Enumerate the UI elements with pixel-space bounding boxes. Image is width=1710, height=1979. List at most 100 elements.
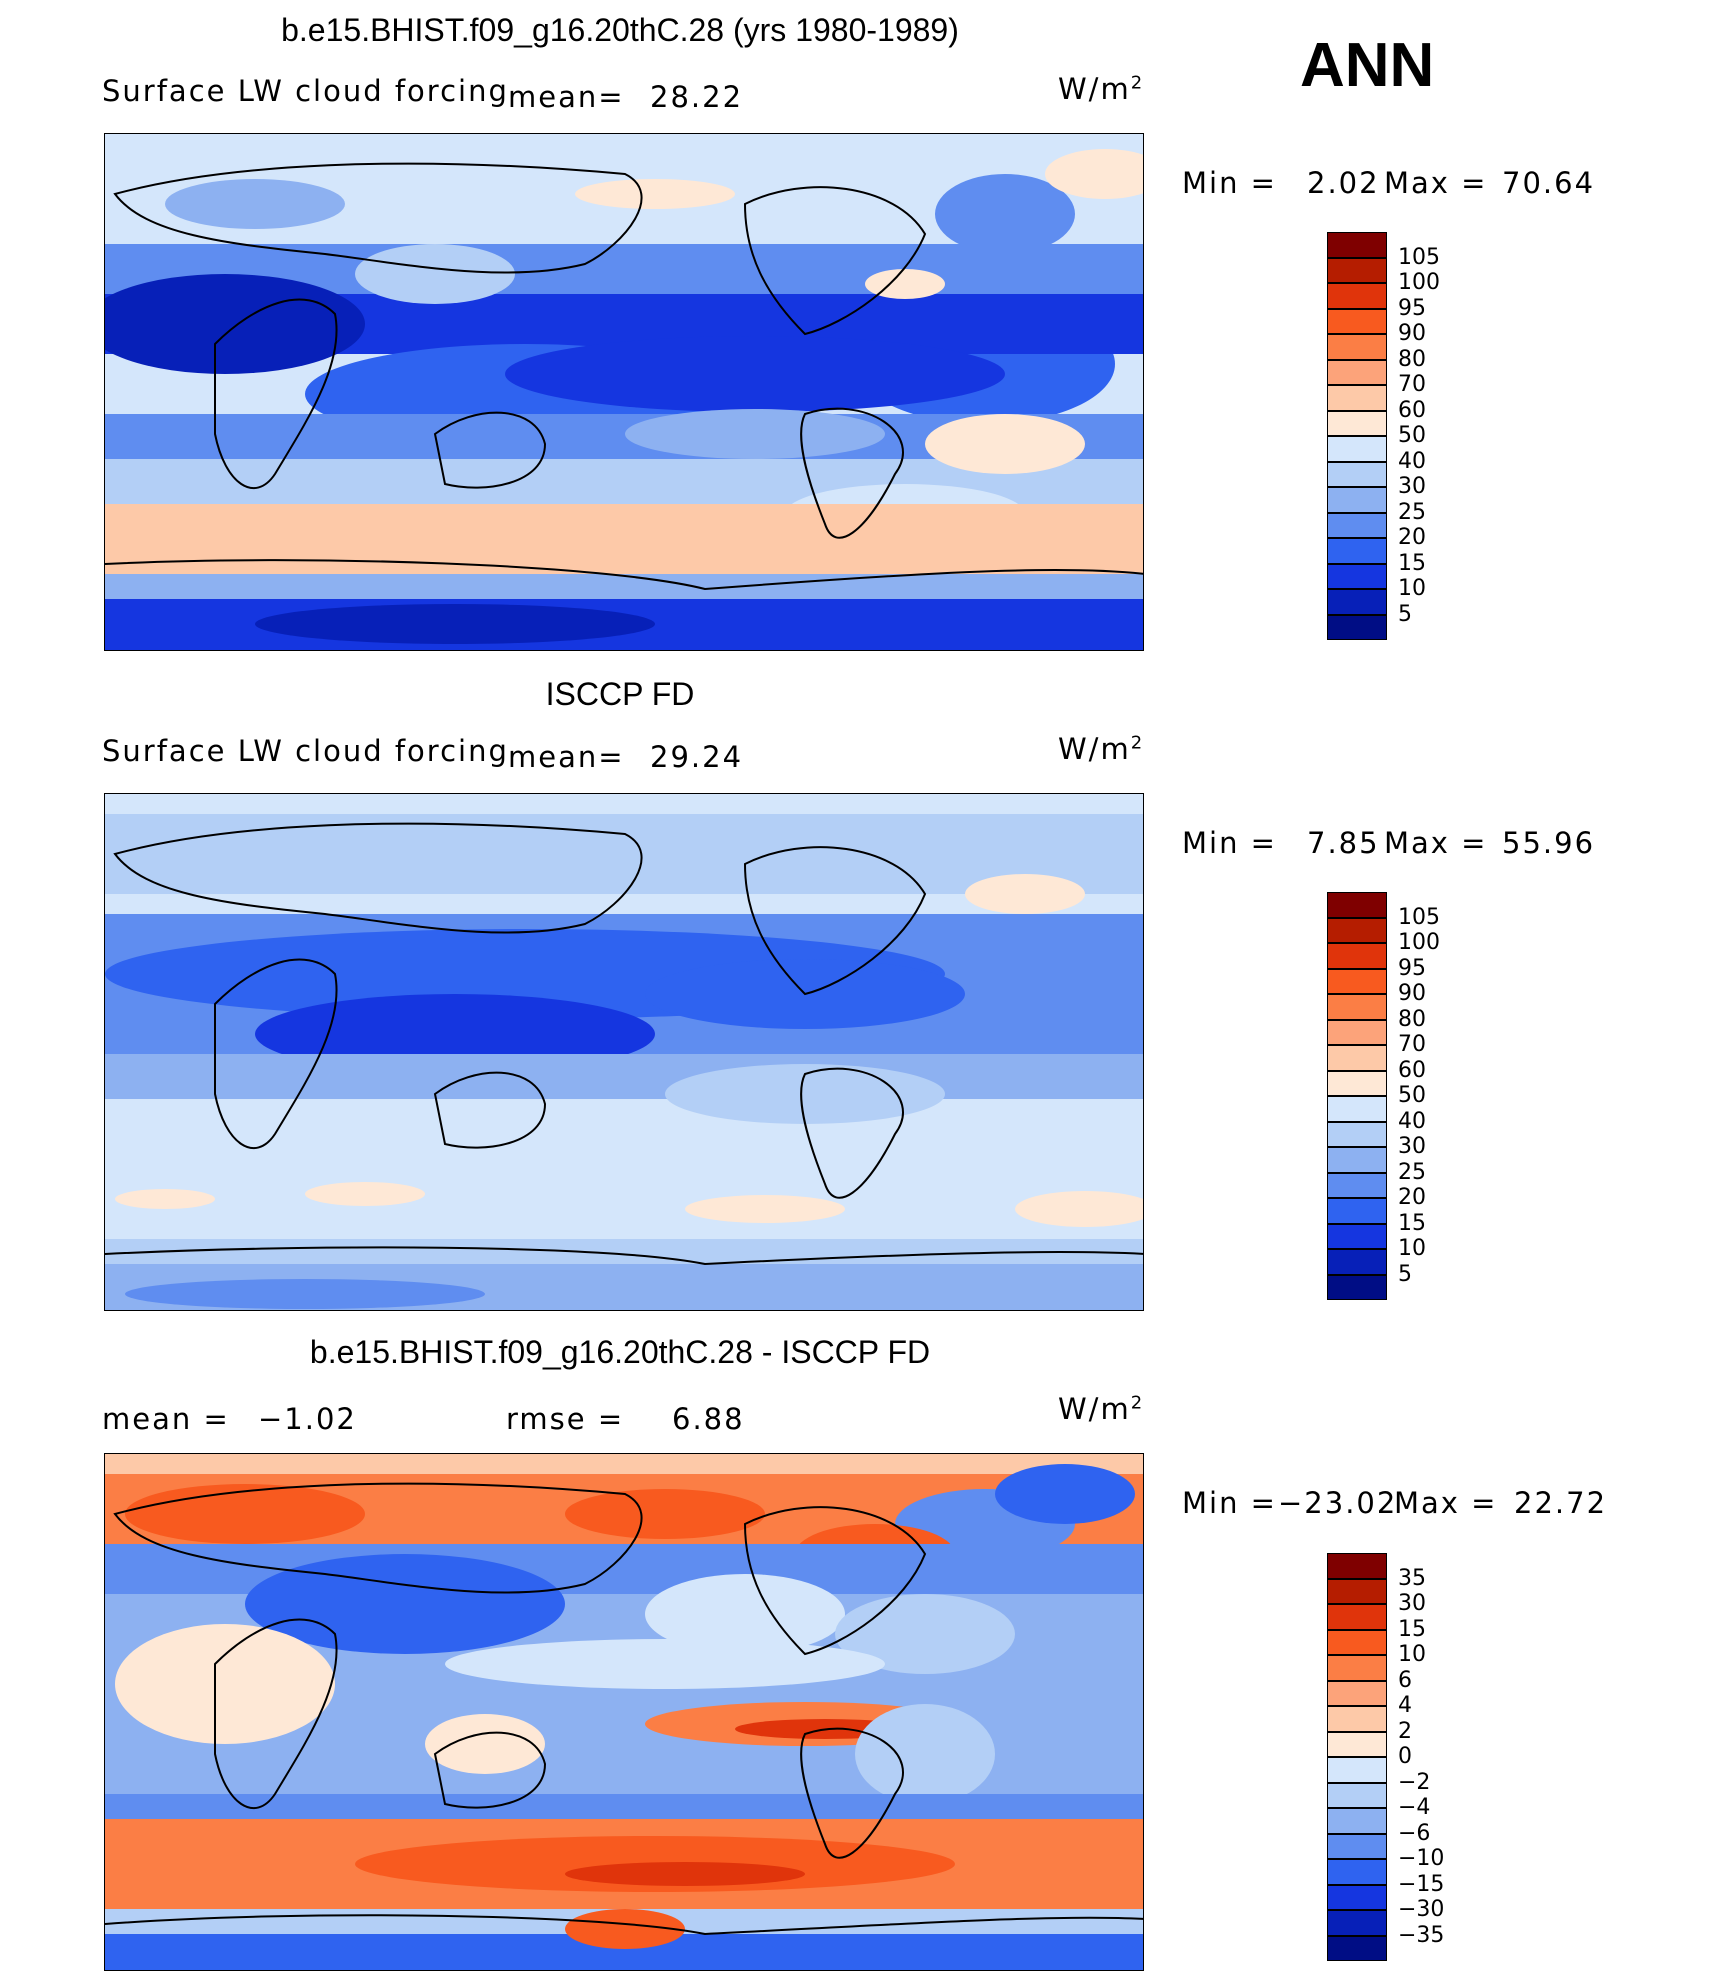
colorbar-swatch: [1327, 1680, 1387, 1706]
colorbar-swatch: [1327, 1096, 1387, 1122]
panel3-rmse-value: 6.88: [672, 1402, 745, 1436]
colorbar-swatch: [1327, 1910, 1387, 1936]
colorbar-swatch: [1327, 1808, 1387, 1834]
colorbar-level-label: 30: [1398, 1591, 1426, 1616]
colorbar-level-label: 80: [1398, 346, 1426, 372]
colorbar-swatch: [1327, 968, 1387, 994]
colorbar-level-label: −6: [1398, 1820, 1431, 1846]
panel3-max-value: 22.72: [1514, 1486, 1608, 1520]
colorbar-level-label: 50: [1398, 423, 1426, 448]
colorbar-swatch: [1327, 487, 1387, 513]
panel1-variable-label: Surface LW cloud forcing: [102, 74, 509, 108]
colorbar-level-label: 60: [1398, 397, 1426, 423]
colorbar-level-label: 100: [1398, 930, 1440, 955]
colorbar-swatch: [1327, 359, 1387, 385]
colorbar-swatch: [1327, 1223, 1387, 1249]
colorbar-level-label: 5: [1398, 601, 1412, 627]
panel2-max-label: Max =: [1384, 826, 1488, 860]
panel3-rmse-label: rmse =: [506, 1402, 625, 1436]
colorbar-swatch: [1327, 994, 1387, 1020]
colorbar-swatch: [1327, 1757, 1387, 1783]
colorbar-swatch: [1327, 1198, 1387, 1224]
colorbar-level-label: 5: [1398, 1261, 1412, 1287]
panel1-colorbar: [1327, 232, 1387, 640]
panel1-min-label: Min =: [1182, 166, 1277, 200]
colorbar-level-label: 25: [1398, 499, 1426, 525]
colorbar-level-label: 95: [1398, 295, 1426, 321]
colorbar-swatch: [1327, 334, 1387, 360]
colorbar-level-label: 95: [1398, 955, 1426, 981]
colorbar-swatch: [1327, 232, 1387, 258]
panel2-variable-label: Surface LW cloud forcing: [102, 734, 509, 768]
colorbar-level-label: 105: [1398, 244, 1440, 270]
colorbar-level-label: −10: [1398, 1846, 1445, 1871]
colorbar-swatch: [1327, 1782, 1387, 1808]
colorbar-swatch: [1327, 917, 1387, 943]
colorbar-swatch: [1327, 1019, 1387, 1045]
colorbar-level-label: 4: [1398, 1693, 1412, 1718]
panel3-mean-label: mean =: [102, 1402, 230, 1436]
panel3-mean-value: −1.02: [258, 1402, 357, 1436]
colorbar-swatch: [1327, 461, 1387, 487]
panel2-units: W/m2: [1058, 732, 1145, 766]
panel3-units: W/m2: [1058, 1392, 1145, 1426]
panel2-colorbar: [1327, 892, 1387, 1300]
colorbar-swatch: [1327, 1147, 1387, 1173]
colorbar-level-label: 40: [1398, 448, 1426, 474]
panel3-min-value: −23.02: [1278, 1486, 1398, 1520]
panel2-map: [104, 793, 1144, 1311]
panel3-title: b.e15.BHIST.f09_g16.20thC.28 - ISCCP FD: [309, 1334, 931, 1370]
panel1-map: [104, 133, 1144, 651]
colorbar-level-label: 15: [1398, 1210, 1426, 1236]
panel3-map: [104, 1453, 1144, 1971]
colorbar-level-label: 10: [1398, 1236, 1426, 1261]
colorbar-level-label: 2: [1398, 1718, 1412, 1744]
panel1-mean-value: 28.22: [650, 80, 744, 114]
panel1-max-label: Max =: [1384, 166, 1488, 200]
colorbar-level-label: 6: [1398, 1667, 1412, 1693]
panel1-units: W/m2: [1058, 72, 1145, 106]
colorbar-swatch: [1327, 1249, 1387, 1275]
colorbar-swatch: [1327, 538, 1387, 564]
colorbar-swatch: [1327, 1070, 1387, 1096]
colorbar-level-label: 10: [1398, 576, 1426, 601]
colorbar-swatch: [1327, 1833, 1387, 1859]
colorbar-level-label: 0: [1398, 1744, 1412, 1769]
colorbar-swatch: [1327, 1121, 1387, 1147]
colorbar-swatch: [1327, 1274, 1387, 1300]
colorbar-level-label: 15: [1398, 1616, 1426, 1642]
colorbar-swatch: [1327, 308, 1387, 334]
colorbar-swatch: [1327, 1553, 1387, 1579]
colorbar-swatch: [1327, 1629, 1387, 1655]
panel1-min-value: 2.02: [1307, 166, 1380, 200]
panel2-min-label: Min =: [1182, 826, 1277, 860]
colorbar-level-label: 70: [1398, 1032, 1426, 1057]
panel1-mean-label: mean=: [508, 80, 625, 114]
panel1-max-value: 70.64: [1502, 166, 1596, 200]
colorbar-swatch: [1327, 943, 1387, 969]
colorbar-swatch: [1327, 1731, 1387, 1757]
colorbar-swatch: [1327, 283, 1387, 309]
colorbar-level-label: −4: [1398, 1795, 1431, 1820]
colorbar-level-label: 10: [1398, 1642, 1426, 1667]
colorbar-swatch: [1327, 512, 1387, 538]
panel3-min-label: Min =: [1182, 1486, 1277, 1520]
colorbar-swatch: [1327, 1935, 1387, 1961]
panel3-max-label: Max =: [1394, 1486, 1498, 1520]
panel3-map-field: [105, 1454, 1143, 1970]
colorbar-level-label: 15: [1398, 550, 1426, 576]
panel2-mean-value: 29.24: [650, 740, 744, 774]
colorbar-level-label: 30: [1398, 1134, 1426, 1159]
colorbar-swatch: [1327, 1045, 1387, 1071]
colorbar-level-label: 105: [1398, 904, 1440, 930]
colorbar-level-label: 90: [1398, 981, 1426, 1006]
season-label: ANN: [1300, 31, 1435, 100]
colorbar-level-label: 35: [1398, 1565, 1426, 1591]
colorbar-swatch: [1327, 563, 1387, 589]
colorbar-swatch: [1327, 257, 1387, 283]
colorbar-swatch: [1327, 1172, 1387, 1198]
colorbar-swatch: [1327, 1884, 1387, 1910]
colorbar-level-label: 25: [1398, 1159, 1426, 1185]
colorbar-level-label: 100: [1398, 270, 1440, 295]
colorbar-level-label: 50: [1398, 1083, 1426, 1108]
